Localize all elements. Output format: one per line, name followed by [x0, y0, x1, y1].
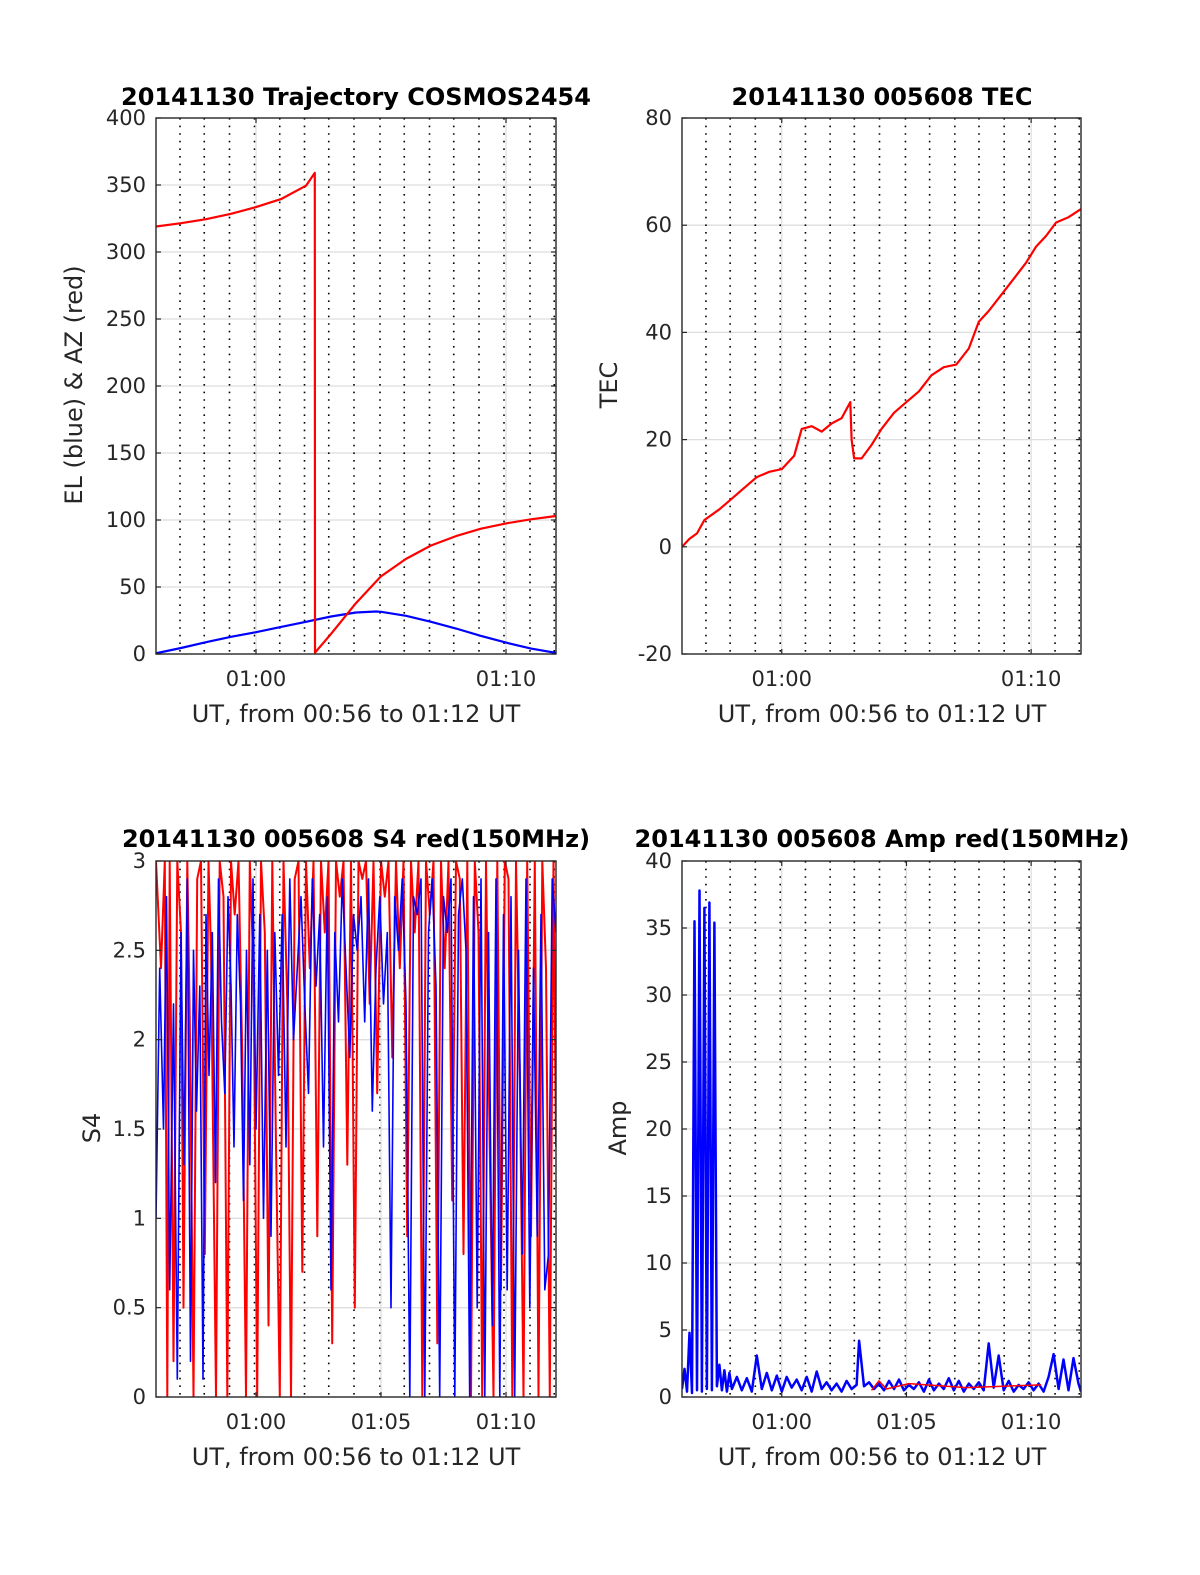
s4-ytick-label: 0: [133, 1385, 146, 1409]
s4-xtick-label: 01:00: [226, 1410, 287, 1434]
trajectory-xtick-label: 01:00: [226, 667, 287, 691]
amp-ytick-label: 5: [659, 1318, 672, 1342]
amp-ytick-label: 40: [645, 849, 672, 873]
amp-xtick-label: 01:00: [751, 1410, 812, 1434]
trajectory-ytick-label: 400: [106, 106, 146, 130]
trajectory-ytick-label: 350: [106, 173, 146, 197]
amp-series-group: [682, 889, 1081, 1395]
tec-xtick-label: 01:00: [751, 667, 812, 691]
trajectory-panel: 0 50 100 150 200 250 300 350 400 01:00 01:10 20141…: [60, 83, 591, 728]
amp-series-0-line: [682, 889, 1081, 1395]
amp-ytick-label: 15: [645, 1184, 672, 1208]
amp-ytick-label: 25: [645, 1050, 672, 1074]
tec-ytick-label: 0: [659, 535, 672, 559]
trajectory-ytick-label: 50: [119, 575, 146, 599]
s4-y-axis-label: S4: [78, 1113, 106, 1144]
trajectory-ytick-label: 300: [106, 240, 146, 264]
tec-y-axis-label: TEC: [595, 362, 623, 410]
amp-ytick-label: 30: [645, 983, 672, 1007]
s4-series-1-line: [156, 878, 556, 1397]
tec-title: 20141130 005608 TEC: [732, 83, 1033, 111]
trajectory-x-axis-label: UT, from 00:56 to 01:12 UT: [192, 700, 521, 728]
s4-ytick-label: 2: [133, 1028, 146, 1052]
s4-series-group: [156, 861, 556, 1397]
tec-ytick-label: 80: [645, 106, 672, 130]
amp-panel: 0 5 10 15 20 25 30 35 40 01:00 01:05 01:10 20141130…: [604, 825, 1129, 1471]
trajectory-ytick-label: 100: [106, 508, 146, 532]
s4-ytick-label: 0.5: [113, 1296, 146, 1320]
tec-axes-box: [681, 117, 1082, 655]
amp-title: 20141130 005608 Amp red(150MHz): [635, 825, 1130, 853]
s4-ytick-label: 3: [133, 849, 146, 873]
tec-ytick-label: 60: [645, 213, 672, 237]
amp-ytick-label: 10: [645, 1251, 672, 1275]
tec-ytick-label: 20: [645, 428, 672, 452]
s4-xtick-label: 01:05: [351, 1410, 412, 1434]
s4-ytick-label: 1.5: [113, 1117, 146, 1141]
amp-xtick-label: 01:10: [1001, 1410, 1062, 1434]
amp-xtick-label: 01:05: [876, 1410, 937, 1434]
trajectory-series-1-line: [156, 171, 556, 654]
tec-ytick-label: -20: [638, 642, 672, 666]
trajectory-series-0-line: [156, 610, 556, 654]
tec-xtick-label: 01:10: [1001, 667, 1062, 691]
trajectory-series-group: [156, 171, 556, 654]
amp-x-axis-label: UT, from 00:56 to 01:12 UT: [718, 1443, 1047, 1471]
trajectory-ytick-label: 200: [106, 374, 146, 398]
s4-panel: 0 0.5 1 1.5 2 2.5 3 01:00 01:05 01:10 20141130 00…: [78, 825, 590, 1471]
amp-y-axis-label: Amp: [604, 1100, 632, 1155]
tec-panel: -20 0 20 40 60 80 01:00 01:10 20141130 005608 T…: [595, 83, 1082, 728]
s4-ytick-label: 2.5: [113, 938, 146, 962]
trajectory-title: 20141130 Trajectory COSMOS2454: [121, 83, 591, 111]
amp-ytick-label: 20: [645, 1117, 672, 1141]
amp-ytick-label: 35: [645, 916, 672, 940]
trajectory-ytick-label: 0: [133, 642, 146, 666]
tec-x-axis-label: UT, from 00:56 to 01:12 UT: [718, 700, 1047, 728]
trajectory-xtick-label: 01:10: [476, 667, 537, 691]
trajectory-y-axis-label: EL (blue) & AZ (red): [60, 265, 88, 504]
s4-ytick-label: 1: [133, 1206, 146, 1230]
trajectory-ytick-label: 150: [106, 441, 146, 465]
s4-xtick-label: 01:10: [476, 1410, 537, 1434]
tec-series-group: [682, 208, 1081, 548]
amp-series-1-line: [870, 1380, 1042, 1391]
s4-x-axis-label: UT, from 00:56 to 01:12 UT: [192, 1443, 521, 1471]
tec-ytick-label: 40: [645, 320, 672, 344]
tec-series-0-line: [682, 208, 1081, 548]
trajectory-ytick-label: 250: [106, 307, 146, 331]
amp-ytick-label: 0: [659, 1385, 672, 1409]
s4-title: 20141130 005608 S4 red(150MHz): [122, 825, 590, 853]
s4-series-0-line: [156, 861, 556, 1397]
